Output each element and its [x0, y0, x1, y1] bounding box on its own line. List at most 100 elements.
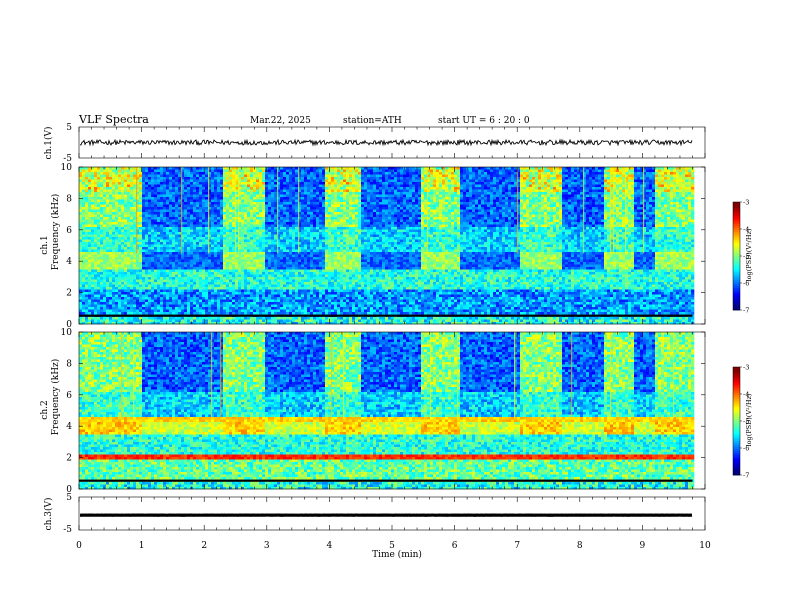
- spectrogram-cell: [169, 217, 172, 220]
- spectrogram-cell: [112, 252, 115, 255]
- spectrogram-cell: [163, 292, 166, 295]
- spectrogram-cell: [130, 297, 133, 300]
- spectrogram-cell: [274, 295, 277, 298]
- spectrogram-cell: [94, 225, 97, 228]
- spectrogram-cell: [124, 277, 127, 280]
- spectrogram-cell: [157, 287, 160, 290]
- spectrogram-cell: [184, 192, 187, 195]
- spectrogram-cell: [268, 225, 271, 228]
- spectrogram-cell: [271, 182, 274, 185]
- spectrogram-cell: [226, 205, 229, 208]
- spectrogram-cell: [229, 237, 232, 240]
- spectrogram-cell: [88, 192, 91, 195]
- spectrogram-cell: [178, 305, 181, 308]
- spectrogram-cell: [148, 232, 151, 235]
- spectrogram-cell: [82, 310, 85, 313]
- spectrogram-cell: [163, 260, 166, 263]
- spectrogram-cell: [226, 312, 229, 315]
- spectrogram-cell: [187, 205, 190, 208]
- spectrogram-cell: [310, 222, 313, 225]
- spectrogram-cell: [85, 250, 88, 253]
- spectrogram-cell: [199, 255, 202, 258]
- spectrogram-cell: [196, 175, 199, 178]
- spectrogram-cell: [217, 177, 220, 180]
- spectrogram-cell: [277, 270, 280, 273]
- spectrogram-cell: [220, 175, 223, 178]
- spectrogram-cell: [223, 197, 226, 200]
- spectrogram-cell: [241, 207, 244, 210]
- spectrogram-cell: [97, 287, 100, 290]
- spectrogram-cell: [244, 257, 247, 260]
- spectrogram-cell: [151, 235, 154, 238]
- spectrogram-cell: [193, 290, 196, 293]
- spectrogram-cell: [193, 270, 196, 273]
- spectrogram-cell: [217, 312, 220, 315]
- spectrogram-cell: [181, 255, 184, 258]
- spectrogram-cell: [301, 200, 304, 203]
- spectrogram-cell: [145, 302, 148, 305]
- spectrogram-cell: [214, 292, 217, 295]
- spectrogram-cell: [241, 202, 244, 205]
- spectrogram-cell: [184, 300, 187, 303]
- spectrogram-cell: [124, 280, 127, 283]
- spectrogram-cell: [193, 167, 196, 170]
- spectrogram-cell: [289, 305, 292, 308]
- spectrogram-cell: [130, 257, 133, 260]
- spectrogram-cell: [241, 305, 244, 308]
- spectrogram-cell: [151, 215, 154, 218]
- spectrogram-cell: [172, 317, 175, 320]
- spectrogram-cell: [190, 235, 193, 238]
- spectrogram-cell: [274, 292, 277, 295]
- spectrogram-cell: [307, 235, 310, 238]
- spectrogram-cell: [298, 295, 301, 298]
- spectrogram-cell: [106, 255, 109, 258]
- spectrogram-cell: [157, 225, 160, 228]
- spectrogram-cell: [100, 250, 103, 253]
- spectrogram-cell: [286, 250, 289, 253]
- spectrogram-cell: [163, 197, 166, 200]
- spectrogram-cell: [169, 225, 172, 228]
- spectrogram-cell: [301, 192, 304, 195]
- spectrogram-cell: [214, 217, 217, 220]
- spectrogram-cell: [211, 207, 214, 210]
- spectrogram-cell: [253, 175, 256, 178]
- spectrogram-cell: [139, 287, 142, 290]
- spectrogram-cell: [283, 297, 286, 300]
- spectrogram-cell: [241, 252, 244, 255]
- spectrogram-cell: [88, 250, 91, 253]
- spectrogram-cell: [241, 307, 244, 310]
- spectrogram-cell: [307, 202, 310, 205]
- spectrogram-cell: [124, 250, 127, 253]
- spectrogram-cell: [292, 297, 295, 300]
- spectrogram-cell: [244, 225, 247, 228]
- spectrogram-cell: [217, 207, 220, 210]
- spectrogram-cell: [151, 187, 154, 190]
- spectrogram-cell: [304, 272, 307, 275]
- spectrogram-cell: [79, 285, 82, 288]
- spectrogram-cell: [106, 267, 109, 270]
- spectrogram-cell: [214, 287, 217, 290]
- spectrogram-cell: [124, 302, 127, 305]
- spectrogram-cell: [82, 220, 85, 223]
- spectrogram-cell: [205, 177, 208, 180]
- spectrogram-cell: [250, 307, 253, 310]
- spectrogram-cell: [253, 180, 256, 183]
- spectrogram-cell: [301, 172, 304, 175]
- spectrogram-cell: [187, 295, 190, 298]
- spectrogram-cell: [88, 307, 91, 310]
- spectrogram-cell: [307, 280, 310, 283]
- spectrogram-cell: [217, 170, 220, 173]
- spectrogram-cell: [232, 300, 235, 303]
- spectrogram-cell: [121, 215, 124, 218]
- spectrogram-cell: [82, 290, 85, 293]
- spectrogram-cell: [199, 290, 202, 293]
- spectrogram-cell: [88, 287, 91, 290]
- spectrogram-cell: [115, 225, 118, 228]
- spectrogram-cell: [106, 275, 109, 278]
- spectrogram-cell: [250, 225, 253, 228]
- spectrogram-cell: [112, 247, 115, 250]
- spectrogram-cell: [88, 230, 91, 233]
- spectrogram-cell: [151, 170, 154, 173]
- spectrogram-cell: [97, 275, 100, 278]
- spectrogram-cell: [166, 187, 169, 190]
